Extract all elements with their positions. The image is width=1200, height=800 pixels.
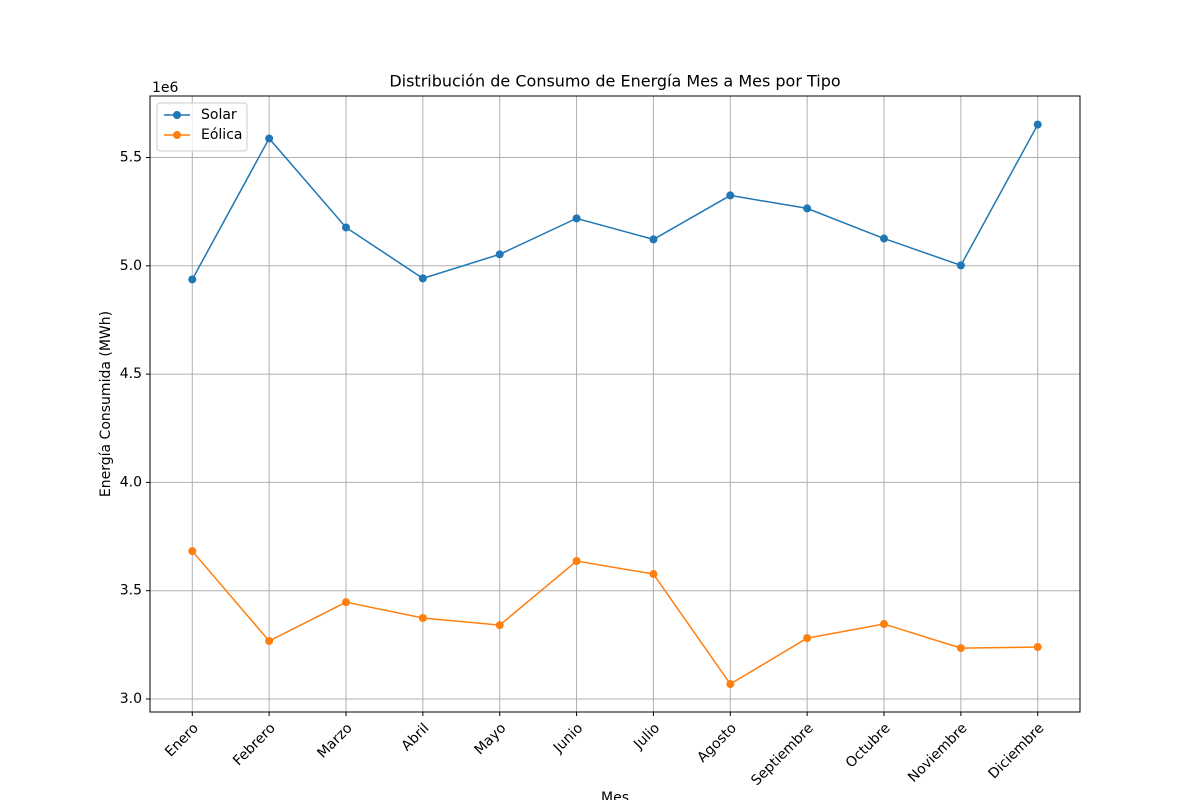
data-point [341, 223, 350, 232]
data-point [572, 557, 581, 566]
data-point [956, 644, 965, 653]
y-tick-label: 3.5 [120, 583, 142, 599]
legend-label: Solar [201, 107, 237, 123]
chart-title: Distribución de Consumo de Energía Mes a… [389, 72, 840, 91]
data-point [495, 250, 504, 259]
data-point [726, 191, 735, 200]
legend: Solar Eólica [156, 102, 248, 152]
data-point [265, 134, 274, 143]
data-point [1033, 120, 1042, 129]
legend-marker [173, 111, 181, 119]
data-point [649, 235, 658, 244]
y-tick-label: 4.5 [120, 366, 142, 382]
x-axis-label: Mes [601, 790, 629, 800]
plot-frame [149, 95, 1081, 713]
data-point [572, 214, 581, 223]
data-point [649, 570, 658, 579]
data-point [956, 261, 965, 270]
data-point [188, 275, 197, 284]
data-point [880, 234, 889, 243]
data-point [726, 680, 735, 689]
legend-label: Eólica [201, 127, 242, 143]
data-point [265, 636, 274, 645]
y-axis-label: Energía Consumida (MWh) [98, 311, 114, 497]
y-tick-label: 3.0 [120, 691, 142, 707]
data-point [341, 598, 350, 607]
data-point [1033, 643, 1042, 652]
data-point [188, 547, 197, 556]
data-point [418, 613, 427, 622]
y-tick-label: 5.5 [120, 150, 142, 166]
series-line [191, 124, 1039, 280]
data-point [880, 620, 889, 629]
y-tick-label: 5.0 [120, 258, 142, 274]
data-point [803, 204, 812, 213]
series-line [191, 550, 1038, 686]
data-point [495, 621, 504, 630]
y-offset-label: 1e6 [152, 80, 179, 96]
data-point [803, 634, 812, 643]
y-tick-label: 4.0 [120, 474, 142, 490]
data-point [418, 274, 427, 283]
legend-marker [173, 131, 181, 139]
